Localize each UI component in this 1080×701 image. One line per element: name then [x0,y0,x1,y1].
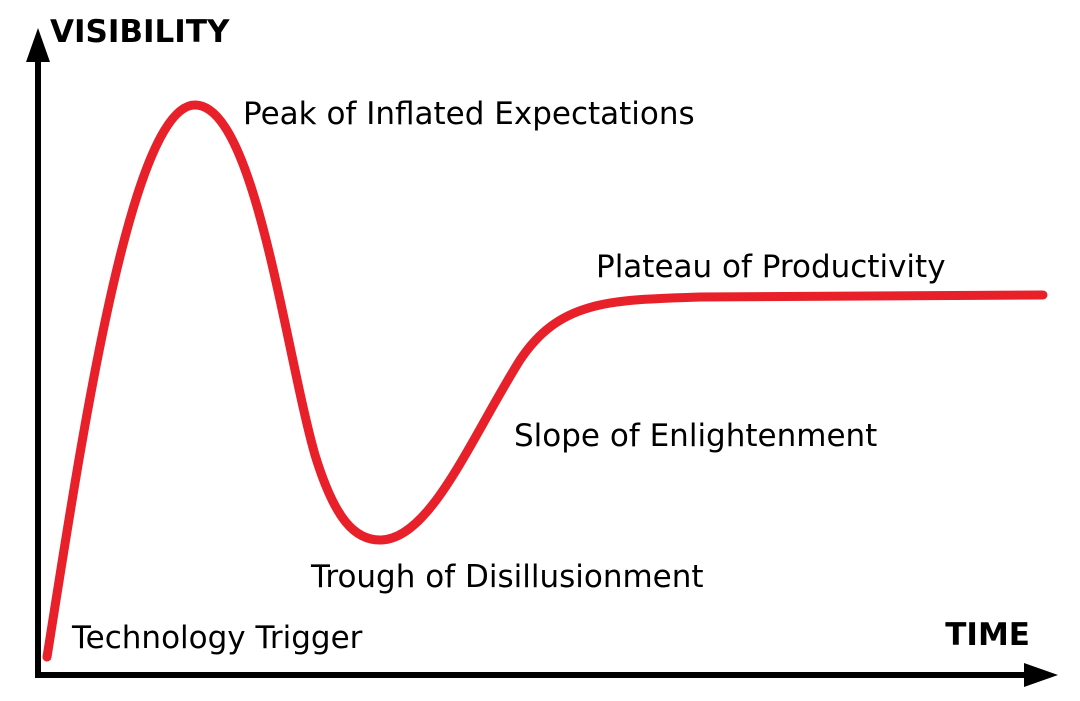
x-axis-arrowhead [1024,663,1058,687]
y-axis [26,28,50,675]
y-axis-title: VISIBILITY [50,14,230,50]
hype-curve [42,100,1048,662]
phase-label-slope-of-enlightenment: Slope of Enlightenment [514,418,877,454]
phase-label-trough-of-disillusionment: Trough of Disillusionment [310,559,704,595]
x-axis [35,663,1058,687]
x-axis-title: TIME [945,617,1030,653]
phase-label-peak-of-inflated-expectations: Peak of Inflated Expectations [243,96,695,132]
y-axis-arrowhead [26,28,50,62]
phase-label-plateau-of-productivity: Plateau of Productivity [596,249,946,285]
phase-label-technology-trigger: Technology Trigger [71,620,363,656]
